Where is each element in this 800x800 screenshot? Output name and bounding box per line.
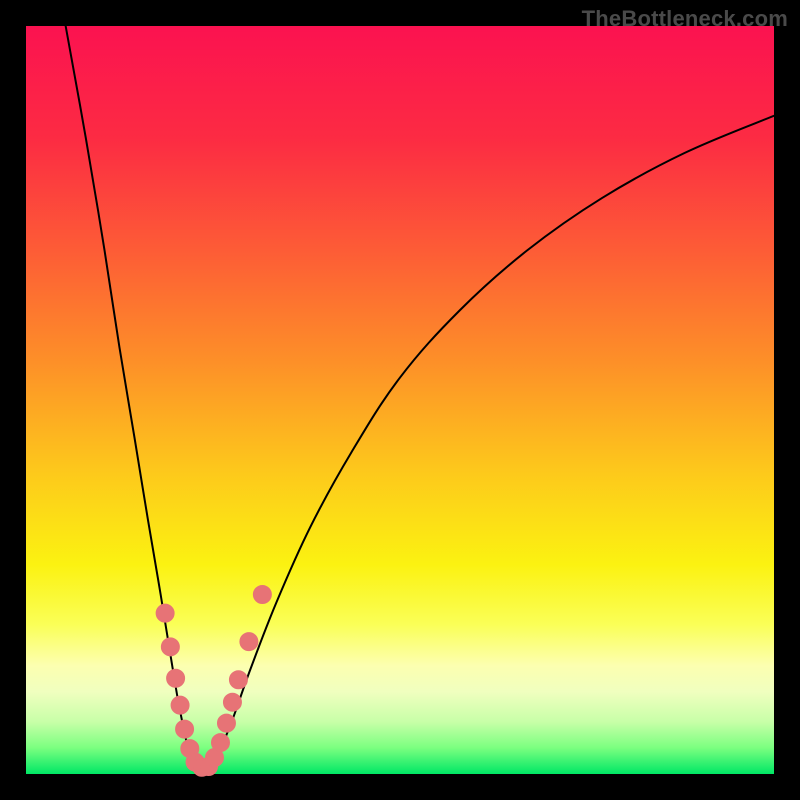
marker-point: [167, 669, 185, 687]
marker-point: [223, 693, 241, 711]
marker-point: [156, 604, 174, 622]
watermark-text: TheBottleneck.com: [582, 6, 788, 32]
marker-point: [176, 720, 194, 738]
marker-point: [161, 638, 179, 656]
marker-point: [171, 696, 189, 714]
marker-point: [253, 585, 271, 603]
marker-point: [229, 671, 247, 689]
marker-point: [240, 633, 258, 651]
marker-point: [217, 714, 235, 732]
marker-point: [211, 734, 229, 752]
bottleneck-chart: TheBottleneck.com: [0, 0, 800, 800]
plot-gradient-background: [26, 26, 774, 774]
chart-svg: [0, 0, 800, 800]
